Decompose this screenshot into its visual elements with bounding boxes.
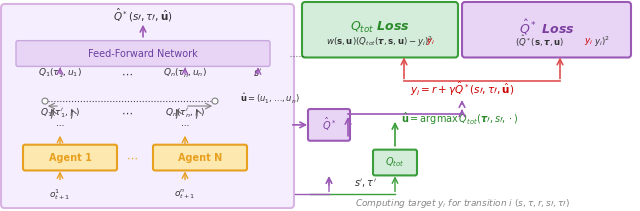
Circle shape — [212, 98, 218, 104]
Text: $y_i = r + \gamma\hat{Q}^*(s\prime, \tau\prime, \hat{\mathbf{u}})$: $y_i = r + \gamma\hat{Q}^*(s\prime, \tau… — [410, 80, 514, 98]
FancyBboxPatch shape — [308, 109, 350, 141]
Text: $\cdots$: $\cdots$ — [126, 153, 138, 163]
Text: $o_{t+1}^n$: $o_{t+1}^n$ — [174, 188, 196, 201]
Text: $\cdots$: $\cdots$ — [180, 119, 189, 128]
Text: $s', \tau'$: $s', \tau'$ — [353, 177, 376, 190]
Text: $\hat{Q}^*(s\prime, \tau\prime, \hat{\mathbf{u}})$: $\hat{Q}^*(s\prime, \tau\prime, \hat{\ma… — [113, 6, 173, 23]
Text: $Q_1(\tau_1', \cdot)$: $Q_1(\tau_1', \cdot)$ — [40, 106, 80, 120]
Text: $w(\mathbf{s},\mathbf{u})(Q_{tot}(\boldsymbol{\tau},\mathbf{s},\mathbf{u}) - y_i: $w(\mathbf{s},\mathbf{u})(Q_{tot}(\bolds… — [326, 34, 433, 49]
FancyBboxPatch shape — [462, 2, 631, 57]
Text: Agent N: Agent N — [178, 153, 222, 163]
Text: $y_i$: $y_i$ — [426, 36, 436, 47]
Text: Computing target $y_i$ for transition $i$ $(s, \tau, r, s\prime, \tau\prime)$: Computing target $y_i$ for transition $i… — [355, 197, 570, 210]
FancyBboxPatch shape — [1, 4, 294, 208]
FancyBboxPatch shape — [23, 145, 117, 170]
Text: $Q_{tot}$: $Q_{tot}$ — [385, 156, 404, 169]
Text: $Q_n(\tau_n', \cdot)$: $Q_n(\tau_n', \cdot)$ — [165, 106, 205, 120]
Text: $\cdots$: $\cdots$ — [121, 108, 133, 118]
FancyBboxPatch shape — [302, 2, 458, 57]
Text: Feed-Forward Network: Feed-Forward Network — [88, 49, 198, 58]
Text: $y_i)^2$: $y_i)^2$ — [594, 34, 610, 49]
Text: $(\hat{Q}^*(\mathbf{s},\boldsymbol{\tau},\mathbf{u})$: $(\hat{Q}^*(\mathbf{s},\boldsymbol{\tau}… — [515, 34, 564, 49]
Text: Agent 1: Agent 1 — [49, 153, 92, 163]
FancyBboxPatch shape — [373, 150, 417, 175]
Circle shape — [42, 98, 48, 104]
Text: $Q_{tot}$ Loss: $Q_{tot}$ Loss — [350, 20, 410, 35]
Text: $y_i$: $y_i$ — [584, 36, 594, 47]
Text: $s'$: $s'$ — [253, 68, 262, 79]
Text: $\hat{Q}^*$: $\hat{Q}^*$ — [322, 116, 336, 134]
FancyBboxPatch shape — [153, 145, 247, 170]
Text: $o_{t+1}^1$: $o_{t+1}^1$ — [49, 187, 70, 202]
Text: $\cdots$: $\cdots$ — [121, 68, 133, 78]
FancyBboxPatch shape — [16, 41, 270, 66]
Text: $\hat{\mathbf{u}} = (u_1, \ldots, u_n)$: $\hat{\mathbf{u}} = (u_1, \ldots, u_n)$ — [240, 92, 300, 106]
Text: $\hat{Q}^*$ Loss: $\hat{Q}^*$ Loss — [519, 18, 575, 37]
Text: $\cdots$: $\cdots$ — [55, 119, 65, 128]
Text: $Q_n(\tau_n', u_n)$: $Q_n(\tau_n', u_n)$ — [163, 67, 207, 80]
Text: $Q_1(\tau_1', u_1)$: $Q_1(\tau_1', u_1)$ — [38, 67, 82, 80]
Text: $\hat{\mathbf{u}} = \mathrm{argmax}\, Q_{tot}(\boldsymbol{\tau}\prime, s\prime, : $\hat{\mathbf{u}} = \mathrm{argmax}\, Q_… — [401, 111, 519, 127]
